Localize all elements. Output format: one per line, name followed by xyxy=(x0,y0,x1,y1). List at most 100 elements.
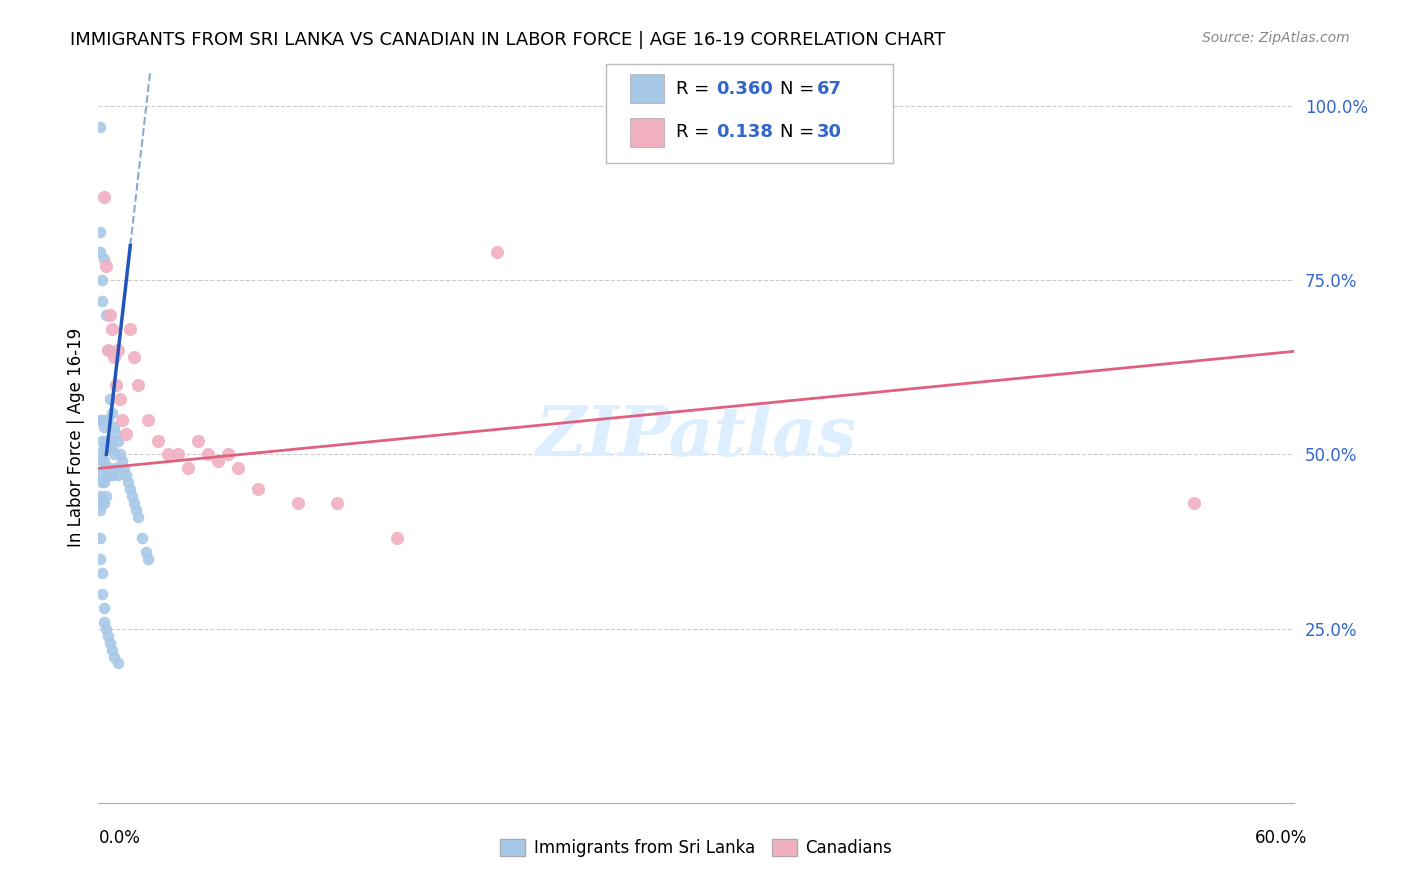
Point xyxy=(326,496,349,510)
Point xyxy=(246,483,269,497)
Point xyxy=(167,448,190,462)
Point xyxy=(101,322,124,336)
Text: N =: N = xyxy=(780,123,820,142)
Bar xyxy=(630,118,664,147)
Point xyxy=(111,454,134,468)
Point xyxy=(96,308,118,322)
Point xyxy=(107,468,129,483)
Point xyxy=(105,426,128,441)
Point xyxy=(117,475,139,490)
Point xyxy=(385,531,409,545)
Point xyxy=(97,629,120,643)
Point xyxy=(135,545,157,559)
Point xyxy=(89,412,111,426)
Point xyxy=(112,461,135,475)
Point xyxy=(89,489,111,503)
Point xyxy=(91,454,114,468)
Point xyxy=(485,245,508,260)
Point xyxy=(103,448,125,462)
Point xyxy=(93,615,115,629)
Point xyxy=(136,412,159,426)
Point xyxy=(105,461,128,475)
Point xyxy=(127,510,149,524)
Point xyxy=(103,649,125,664)
Point xyxy=(91,412,114,426)
Point xyxy=(107,434,129,448)
Point xyxy=(1182,496,1205,510)
Point xyxy=(89,225,111,239)
Point xyxy=(96,434,118,448)
Point xyxy=(101,468,124,483)
Text: N =: N = xyxy=(780,79,820,98)
Point xyxy=(107,657,129,671)
Point xyxy=(97,343,120,357)
Point xyxy=(120,483,142,497)
Point xyxy=(115,468,138,483)
Point xyxy=(98,635,122,649)
Text: R =: R = xyxy=(676,123,714,142)
Point xyxy=(157,448,180,462)
Point xyxy=(197,448,219,462)
Point xyxy=(121,489,143,503)
Point xyxy=(124,350,146,364)
Text: 0.360: 0.360 xyxy=(716,79,773,98)
Legend: Immigrants from Sri Lanka, Canadians: Immigrants from Sri Lanka, Canadians xyxy=(494,832,898,864)
Point xyxy=(287,496,309,510)
Bar xyxy=(630,74,664,103)
Point xyxy=(91,434,114,448)
Text: ZIPatlas: ZIPatlas xyxy=(536,403,856,471)
Point xyxy=(217,448,239,462)
Point xyxy=(115,426,138,441)
FancyBboxPatch shape xyxy=(606,64,893,163)
Point xyxy=(97,412,120,426)
Point xyxy=(127,377,149,392)
Point xyxy=(89,531,111,545)
Point xyxy=(96,461,118,475)
Point xyxy=(89,503,111,517)
Text: 0.0%: 0.0% xyxy=(98,829,141,847)
Point xyxy=(96,260,118,274)
Point xyxy=(93,475,115,490)
Point xyxy=(98,308,122,322)
Point xyxy=(89,468,111,483)
Text: 30: 30 xyxy=(817,123,842,142)
Point xyxy=(89,120,111,134)
Point xyxy=(101,441,124,455)
Point xyxy=(148,434,170,448)
Point xyxy=(93,496,115,510)
Point xyxy=(97,343,120,357)
Point xyxy=(107,343,129,357)
Point xyxy=(98,434,122,448)
Point xyxy=(226,461,249,475)
Point xyxy=(91,566,114,580)
Point xyxy=(91,496,114,510)
Point xyxy=(136,552,159,566)
Point xyxy=(96,412,118,426)
Point xyxy=(187,434,209,448)
Point xyxy=(97,468,120,483)
Point xyxy=(89,448,111,462)
Point xyxy=(96,622,118,636)
Point xyxy=(111,412,134,426)
Point xyxy=(93,600,115,615)
Point xyxy=(89,552,111,566)
Text: Source: ZipAtlas.com: Source: ZipAtlas.com xyxy=(1202,31,1350,45)
Point xyxy=(125,503,148,517)
Point xyxy=(110,448,132,462)
Point xyxy=(103,350,125,364)
Point xyxy=(91,587,114,601)
Point xyxy=(93,190,115,204)
Point xyxy=(91,294,114,309)
Text: IMMIGRANTS FROM SRI LANKA VS CANADIAN IN LABOR FORCE | AGE 16-19 CORRELATION CHA: IMMIGRANTS FROM SRI LANKA VS CANADIAN IN… xyxy=(70,31,946,49)
Text: R =: R = xyxy=(676,79,714,98)
Point xyxy=(105,377,128,392)
Text: 67: 67 xyxy=(817,79,842,98)
Point xyxy=(120,322,142,336)
Point xyxy=(93,419,115,434)
Point xyxy=(96,489,118,503)
Point xyxy=(177,461,200,475)
Point xyxy=(93,454,115,468)
Point xyxy=(98,392,122,406)
Point xyxy=(93,441,115,455)
Point xyxy=(89,245,111,260)
